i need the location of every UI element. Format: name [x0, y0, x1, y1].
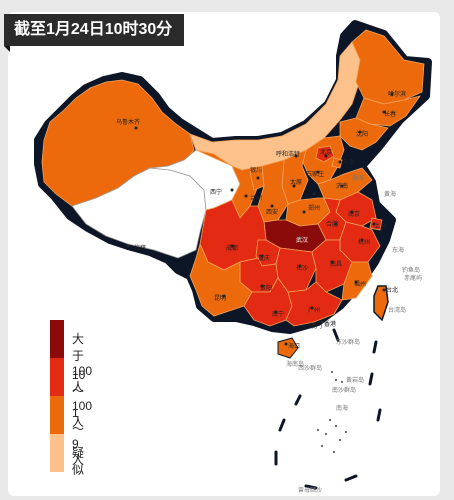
- label-jinan: 济南: [336, 182, 348, 190]
- label-nansha-1: 南沙群岛: [332, 386, 356, 394]
- legend-label-10-100: 10～100人: [72, 368, 93, 429]
- region-gansu: [195, 149, 263, 219]
- region-shanghai: [369, 217, 383, 231]
- legend-swatch-over-100: [50, 320, 64, 358]
- label-fuzhou: 福州: [354, 280, 366, 288]
- legend-label-1-9: 1～9人: [72, 406, 85, 467]
- label-shanghai: 上海: [374, 222, 386, 230]
- label-xining: 西宁: [210, 188, 222, 196]
- label-beijing: 北京: [320, 148, 332, 156]
- legend-swatch-10-100: [50, 358, 64, 396]
- legend-label-suspected: 疑似: [72, 446, 85, 477]
- label-tianjin: 天津: [342, 159, 354, 166]
- label-lanzhou: 兰州: [250, 194, 262, 202]
- nine-dash-line: [274, 328, 382, 490]
- label-donghai: 东海: [392, 246, 404, 254]
- label-hangzhou: 杭州: [358, 238, 370, 246]
- label-changsha: 长沙: [296, 264, 308, 272]
- label-guiyang: 贵阳: [260, 284, 272, 292]
- label-nanhai: 南海: [336, 404, 348, 412]
- label-haikou: 海口: [288, 342, 300, 350]
- label-huangyan: 黄岩岛: [346, 376, 364, 384]
- region-tianjin: [331, 157, 343, 169]
- label-changchun: 长春: [384, 110, 396, 118]
- label-chongqing: 重庆: [258, 254, 270, 262]
- label-hainan-island: 海南岛: [286, 360, 304, 368]
- label-urumqi: 乌鲁木齐: [116, 118, 140, 126]
- province-labels: 乌鲁木齐 拉萨 西宁 兰州 银川 西安 太原 郑州 呼和浩特 北京 天津 石家庄…: [116, 90, 406, 350]
- label-bohai: 渤海: [352, 174, 364, 182]
- label-zengmu: 曾母暗沙: [298, 486, 322, 494]
- label-chengdu: 成都: [226, 244, 238, 252]
- label-zhengzhou: 郑州: [308, 204, 320, 212]
- label-hefei: 合肥: [326, 220, 338, 228]
- label-taipei: 台北: [386, 286, 398, 294]
- label-kunming: 昆明: [214, 295, 226, 302]
- legend-swatch-1-9: [50, 396, 64, 434]
- label-taiwan-island: 台湾岛: [388, 306, 406, 314]
- sea-labels: 渤海 黄海 东海 南海 台湾岛 海南岛 东沙群岛 西沙群岛 南沙群岛 黄岩岛 曾…: [286, 174, 422, 494]
- region-heilongjiang: [351, 29, 425, 105]
- legend-swatch-suspected: [50, 434, 64, 472]
- label-taiyuan: 太原: [290, 178, 302, 186]
- label-harbin: 哈尔滨: [388, 90, 406, 98]
- label-chiwei: 赤尾屿: [404, 274, 422, 282]
- label-shijiazhuang: 石家庄: [306, 170, 324, 178]
- region-hainan: [277, 337, 299, 359]
- region-xinjiang: [41, 79, 195, 207]
- title-banner-fold: [4, 46, 10, 52]
- region-beijing: [315, 145, 335, 163]
- label-xian: 西安: [266, 208, 278, 216]
- label-yinchuan: 银川: [250, 166, 262, 174]
- legend-label-over-100: 大于100人: [72, 332, 93, 394]
- title-banner: 截至1月24日10时30分: [4, 14, 184, 46]
- city-dots: [126, 92, 394, 346]
- label-hongkong: 香港: [324, 320, 336, 328]
- label-macau: 澳门: [310, 322, 322, 330]
- label-lhasa: 拉萨: [134, 244, 146, 252]
- region-guangdong: [285, 281, 343, 327]
- label-huanghai: 黄海: [384, 190, 396, 198]
- label-guangzhou: 广州: [308, 306, 320, 314]
- sea-islands: [317, 371, 347, 453]
- label-nanjing: 南京: [348, 210, 360, 218]
- label-dongsha: 东沙群岛: [336, 338, 360, 346]
- label-shenyang: 沈阳: [356, 130, 368, 138]
- label-wuhan: 武汉: [296, 236, 308, 244]
- label-nanning: 南宁: [272, 310, 284, 318]
- label-diaoyu: 钓鱼岛: [402, 266, 420, 274]
- region-yunnan: [189, 242, 253, 317]
- region-liaoning: [339, 117, 389, 151]
- label-nanchang: 南昌: [330, 260, 342, 268]
- region-taiwan: [373, 285, 389, 322]
- label-hohhot: 呼和浩特: [276, 150, 300, 158]
- label-xisha: 西沙群岛: [298, 364, 322, 372]
